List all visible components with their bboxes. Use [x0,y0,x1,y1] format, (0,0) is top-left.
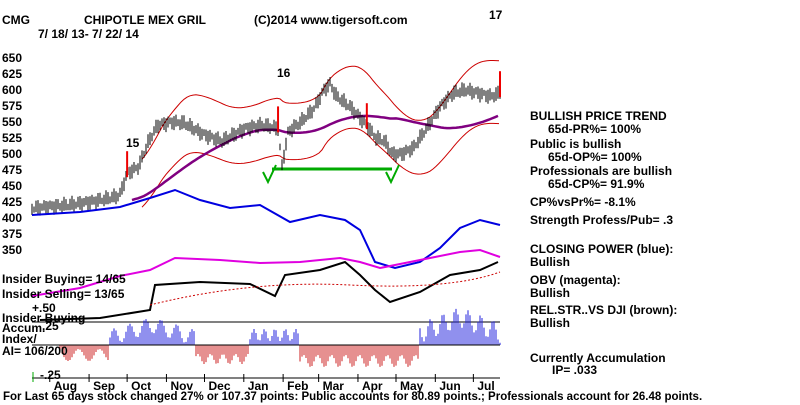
ai-minus25: -.25 [40,368,61,382]
copyright-label: (C)2014 www.tigersoft.com [254,13,408,27]
y-tick-label: 375 [2,227,23,241]
x-tick-label: Feb [287,379,309,393]
index-label: Index/ [2,332,37,346]
symbol-label: CMG [2,13,30,27]
y-tick-label: 550 [2,115,23,129]
lower-band [141,122,500,208]
insider-selling: Insider Selling= 13/65 [2,287,125,301]
ip-value: IP= .033 [552,363,598,377]
relstr-line [39,260,499,321]
x-tick-label: Jan [247,379,269,393]
y-tick-label: 500 [2,147,23,161]
y-tick-label: 350 [2,243,23,257]
check-mark [385,164,400,185]
cpvspr-value: CP%vsPr%= -8.1% [530,195,636,209]
ma-line [131,114,499,202]
obv-state: Bullish [530,286,571,300]
relative-strength-series [32,260,501,323]
signal-17: 17 [489,8,503,22]
x-tick-label: Jun [439,379,461,393]
y-tick-label: 625 [2,67,23,81]
op-value: 65d-OP%= 100% [548,150,642,164]
x-tick-label: Sep [93,379,116,393]
y-tick-label: 475 [2,163,23,177]
x-tick-label: Aug [53,379,78,393]
y-tick-label: 425 [2,195,23,209]
signal-15: 15 [126,136,140,150]
x-tick-label: Apr [361,379,383,393]
relstr-state: Bullish [530,316,571,330]
y-tick-label: 400 [2,211,23,225]
y-tick-label: 575 [2,99,23,113]
x-tick-label: Jul [477,379,495,393]
obv-line [31,248,501,297]
y-tick-label: 600 [2,83,23,97]
insider-buying: Insider Buying= 14/65 [2,272,126,286]
ai-positive-bars [109,308,501,345]
ai-negative-bars [59,345,419,367]
closing-power-state: Bullish [530,255,571,269]
price-series [31,71,501,216]
support-line [262,164,400,185]
accum-status: Currently Accumulation [530,351,666,365]
x-tick-label: May [400,379,424,393]
x-tick-label: Mar [322,379,344,393]
moving-average [131,114,499,202]
x-tick-label: Oct [131,379,152,393]
price-bands [141,60,500,208]
x-tick-label: Nov [170,379,194,393]
pros-title: Professionals are bullish [530,164,673,178]
date-range: 7/ 18/ 13- 7/ 22/ 14 [38,27,139,41]
closing-power-series [31,188,501,270]
accum-label: Accum. [2,321,46,335]
accumulation-index-histogram [32,308,501,367]
signal-16: 16 [277,66,291,80]
relstr-ma [149,271,501,306]
y-tick-label: 525 [2,131,23,145]
y-tick-label: 650 [2,51,23,65]
accum-value: .25 [42,319,59,333]
x-tick-label: Dec [208,379,231,393]
check-mark [262,164,277,185]
cp-value: 65d-CP%= 91.9% [548,177,645,191]
closing-power-line [31,188,501,270]
ai-plus50: +.50 [32,301,56,315]
obv-label: OBV (magenta): [530,273,621,287]
strength-value: Strength Profess/Pub= .3 [530,213,674,227]
relstr-label: REL.STR..VS DJI (brown): [530,303,678,317]
ai-value: AI= 106/200 [2,344,68,358]
public-title: Public is bullish [530,137,622,151]
y-tick-label: 450 [2,179,23,193]
obv-series [31,248,501,297]
company-title: CHIPOTLE MEX GRIL [84,13,207,27]
footer-summary: For Last 65 days stock changed 27% or 10… [3,391,703,403]
pr-value: 65d-PR%= 100% [548,122,642,136]
trend-title: BULLISH PRICE TREND [530,109,667,123]
closing-power-label: CLOSING POWER (blue): [530,242,674,256]
price-bars [31,77,501,216]
insider-buying-2: Insider Buying [2,311,86,325]
x-axis [32,372,500,382]
upper-band [141,60,500,160]
